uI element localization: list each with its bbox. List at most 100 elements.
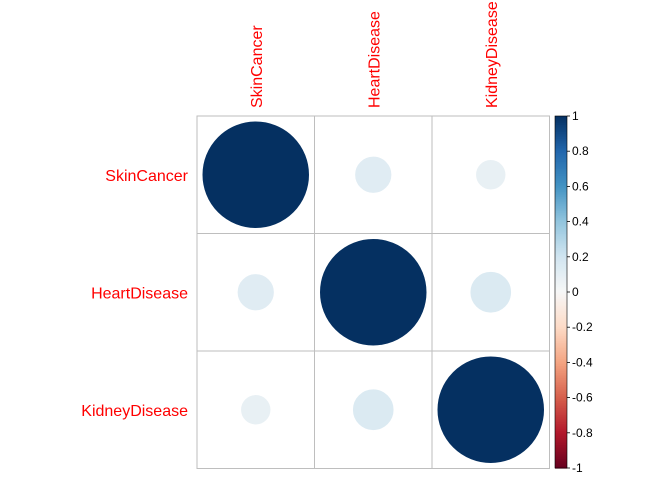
colorbar-segment	[555, 182, 567, 186]
colorbar-segment	[555, 286, 567, 290]
colorbar-segment	[555, 258, 567, 261]
colorbar-segment	[555, 256, 567, 260]
colorbar-segment	[555, 202, 567, 205]
colorbar-segment	[555, 145, 567, 149]
colorbar-segment	[555, 117, 567, 121]
cell-grid	[196, 115, 550, 469]
colorbar-segment	[555, 123, 567, 126]
colorbar-segment	[555, 434, 567, 437]
colorbar-segment	[555, 209, 567, 212]
colorbar-segment	[555, 314, 567, 318]
colorbar-segment	[555, 172, 567, 175]
colorbar-segment	[555, 399, 567, 402]
colorbar-segment	[555, 401, 567, 404]
colorbar-segment	[555, 292, 567, 295]
colorbar-segment	[555, 249, 567, 253]
colorbar-segment	[555, 198, 567, 202]
colorbar-segment	[555, 330, 567, 334]
colorbar-segment	[555, 355, 567, 358]
colorbar-segment	[555, 163, 567, 166]
colorbar-segment	[555, 138, 567, 142]
colorbar-segment	[555, 128, 567, 131]
colorbar-segment	[555, 290, 567, 293]
colorbar-segment	[555, 378, 567, 381]
row-label: HeartDisease	[91, 285, 188, 302]
colorbar-segment	[555, 445, 567, 448]
colorbar-segment	[555, 246, 567, 249]
colorbar-segment	[555, 318, 567, 321]
colorbar-segment	[555, 446, 567, 450]
colorbar-segment	[555, 431, 567, 434]
colorbar-segment	[555, 374, 567, 378]
colorbar-segment	[555, 325, 567, 328]
colorbar-segment	[555, 161, 567, 165]
row-label: SkinCancer	[105, 168, 188, 185]
circle-SkinCancer-HeartDisease	[354, 155, 393, 194]
colorbar-segment	[555, 362, 567, 365]
colorbar-segment	[555, 204, 567, 207]
colorbar-segment	[555, 154, 567, 158]
colorbar-segment	[555, 168, 567, 172]
colorbar-segment	[555, 270, 567, 274]
colorbar-segment	[555, 402, 567, 406]
colorbar-segment	[555, 223, 567, 226]
colorbar-segment	[555, 235, 567, 239]
colorbar-segment	[555, 418, 567, 422]
circle-KidneyDisease-KidneyDisease	[436, 355, 545, 464]
colorbar-segment	[555, 232, 567, 235]
colorbar-segment	[555, 253, 567, 256]
circle-SkinCancer-SkinCancer	[201, 120, 310, 229]
colorbar-segment	[555, 462, 567, 466]
colorbar-segment	[555, 299, 567, 302]
colorbar-segment	[555, 376, 567, 379]
colorbar-tick-label: -0.6	[572, 391, 593, 405]
colorbar-segment	[555, 300, 567, 304]
colorbar-segment	[555, 395, 567, 399]
colorbar-segment	[555, 439, 567, 443]
colorbar-segment	[555, 452, 567, 455]
colorbar-segment	[555, 216, 567, 219]
colorbar-segment	[555, 242, 567, 246]
colorbar-segment	[555, 316, 567, 319]
colorbar-segment	[555, 357, 567, 360]
colorbar-segment	[555, 219, 567, 223]
colorbar-segment	[555, 269, 567, 272]
colorbar-segment	[555, 353, 567, 356]
colorbar-segment	[555, 383, 567, 386]
colorbar-segment	[555, 459, 567, 462]
colorbar-segment	[555, 211, 567, 214]
colorbar-segment	[555, 175, 567, 179]
colorbar-segment	[555, 281, 567, 284]
colorbar-segment	[555, 221, 567, 224]
colorbar-segment	[555, 233, 567, 237]
colorbar-segment	[555, 464, 567, 467]
colorbar-segment	[555, 295, 567, 298]
colorbar-segment	[555, 371, 567, 374]
colorbar-segment	[555, 367, 567, 371]
colorbar-segment	[555, 360, 567, 363]
colorbar-segment	[555, 385, 567, 388]
colorbar-segment	[555, 188, 567, 191]
colorbar-segment	[555, 424, 567, 427]
colorbar-segment	[555, 411, 567, 415]
colorbar-segment	[555, 279, 567, 283]
colorbar-tick-label: 0.2	[572, 250, 589, 264]
colorbar-segment	[555, 147, 567, 151]
colorbar-segment	[555, 158, 567, 161]
colorbar-segment	[555, 191, 567, 195]
colorbar-segment	[555, 415, 567, 418]
colorbar-segment	[555, 214, 567, 217]
colorbar-segment	[555, 372, 567, 376]
colorbar-segment	[555, 260, 567, 263]
colorbar-tick-label: 0.8	[572, 144, 589, 158]
colorbar-segment	[555, 193, 567, 196]
colorbar-segment	[555, 230, 567, 233]
colorbar-segment	[555, 200, 567, 203]
colorbar-segment	[555, 179, 567, 182]
colorbar-segment	[555, 334, 567, 337]
colorbar-segment	[555, 177, 567, 180]
colorbar-segment	[555, 237, 567, 240]
column-labels: SkinCancer HeartDisease KidneyDisease	[249, 1, 501, 108]
colorbar-segment	[555, 422, 567, 425]
